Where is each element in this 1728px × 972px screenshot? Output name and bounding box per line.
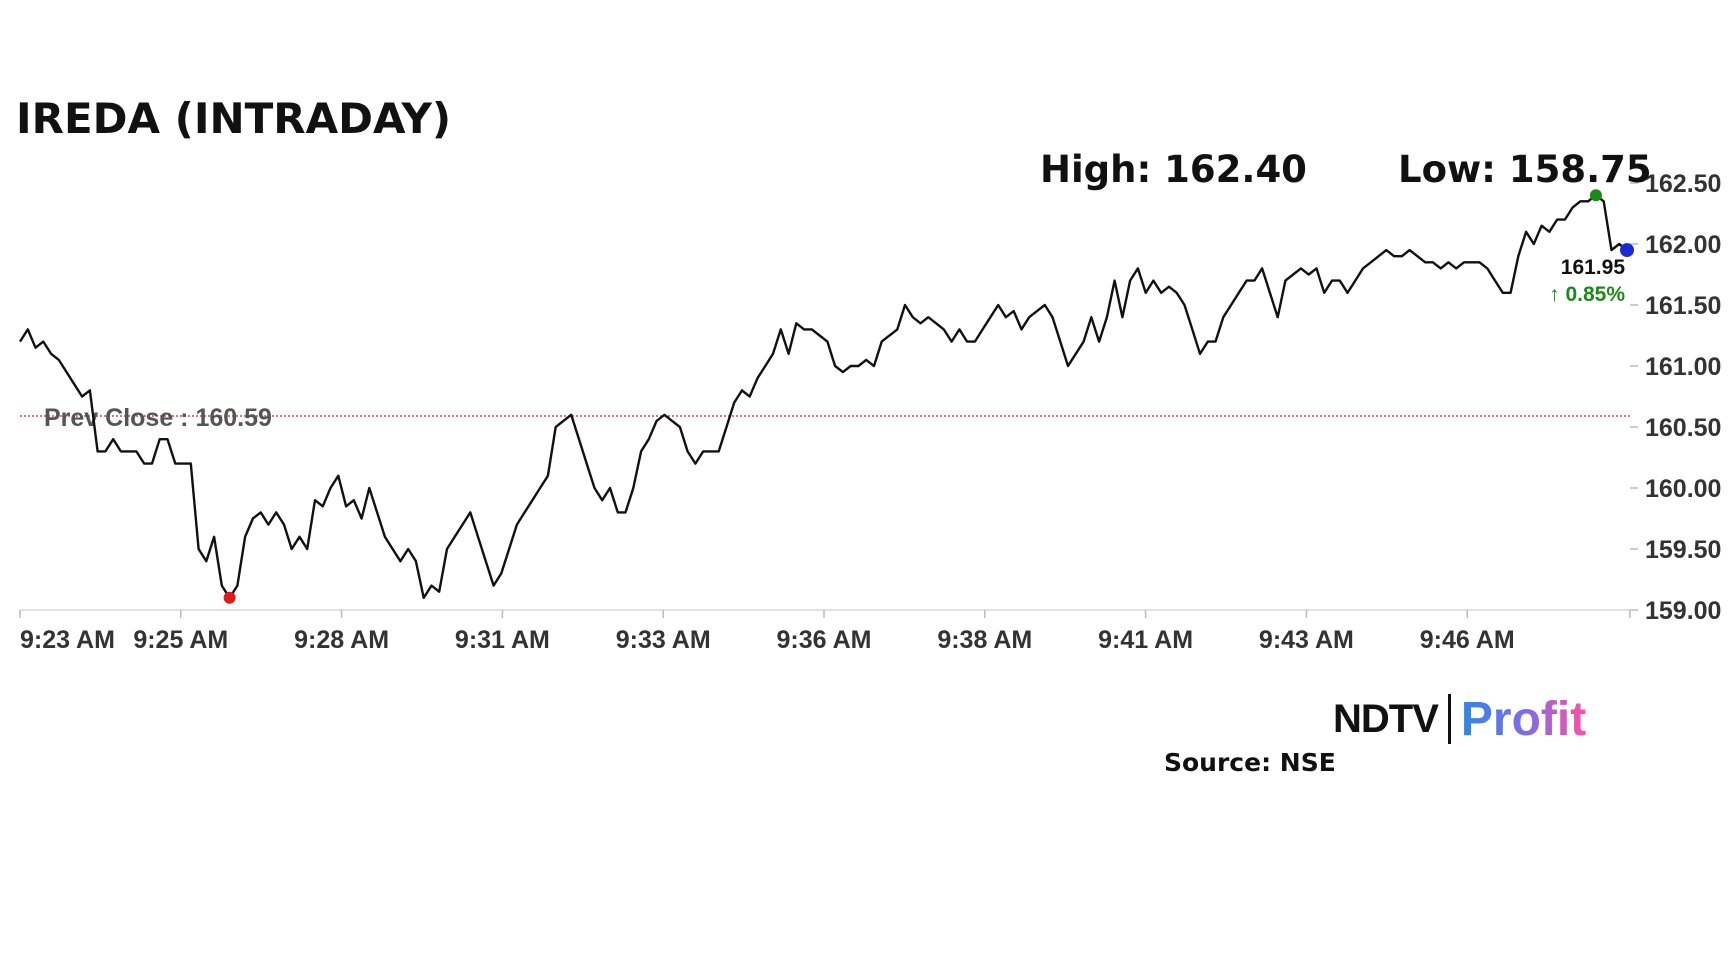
x-tick-label: 9:41 AM xyxy=(1098,626,1193,654)
x-tick-label: 9:38 AM xyxy=(937,626,1032,654)
y-tick-label: 161.00 xyxy=(1645,353,1721,381)
y-tick-label: 162.00 xyxy=(1645,231,1721,259)
y-tick-label: 160.00 xyxy=(1645,475,1721,503)
high-label: High: 162.40 xyxy=(1040,148,1307,191)
x-tick-label: 9:33 AM xyxy=(616,626,711,654)
y-tick-label: 160.50 xyxy=(1645,414,1721,442)
prev-close-label: Prev Close : 160.59 xyxy=(44,404,272,432)
y-tick-label: 159.00 xyxy=(1645,597,1721,625)
logo-ndtv-text: NDTV xyxy=(1333,696,1439,741)
x-tick-label: 9:46 AM xyxy=(1420,626,1515,654)
x-tick-label: 9:43 AM xyxy=(1259,626,1354,654)
x-tick-label: 9:23 AM xyxy=(20,626,115,654)
last-price-label: 161.95 xyxy=(1561,256,1626,279)
x-tick-label: 9:36 AM xyxy=(777,626,872,654)
logo-divider xyxy=(1447,694,1451,744)
y-tick-label: 159.50 xyxy=(1645,536,1721,564)
logo-profit-text: Profit xyxy=(1460,692,1587,746)
y-tick-label: 162.50 xyxy=(1645,170,1721,198)
low-label: Low: 158.75 xyxy=(1398,148,1652,191)
y-axis: 162.50 162.00 161.50 161.00 160.50 160.00 159.… xyxy=(1630,170,1721,625)
x-axis: 9:23 AM 9:25 AM 9:28 AM 9:31 AM 9:33 AM 9:36 … xyxy=(19,610,1631,654)
change-label: ↑ 0.85% xyxy=(1549,283,1625,306)
low-marker xyxy=(223,591,236,604)
source-label: Source: NSE xyxy=(1164,748,1336,777)
price-series-line xyxy=(18,194,1628,599)
x-tick-label: 9:31 AM xyxy=(455,626,550,654)
x-tick-label: 9:28 AM xyxy=(294,626,389,654)
ndtv-profit-logo: NDTV Profit xyxy=(1333,690,1586,748)
y-tick-label: 161.50 xyxy=(1645,292,1721,320)
x-tick-label: 9:25 AM xyxy=(133,626,228,654)
last-price-marker xyxy=(1620,243,1634,258)
chart-title: IREDA (INTRADAY) xyxy=(16,94,451,143)
high-marker xyxy=(1589,189,1602,202)
chart-markers xyxy=(223,189,1634,604)
